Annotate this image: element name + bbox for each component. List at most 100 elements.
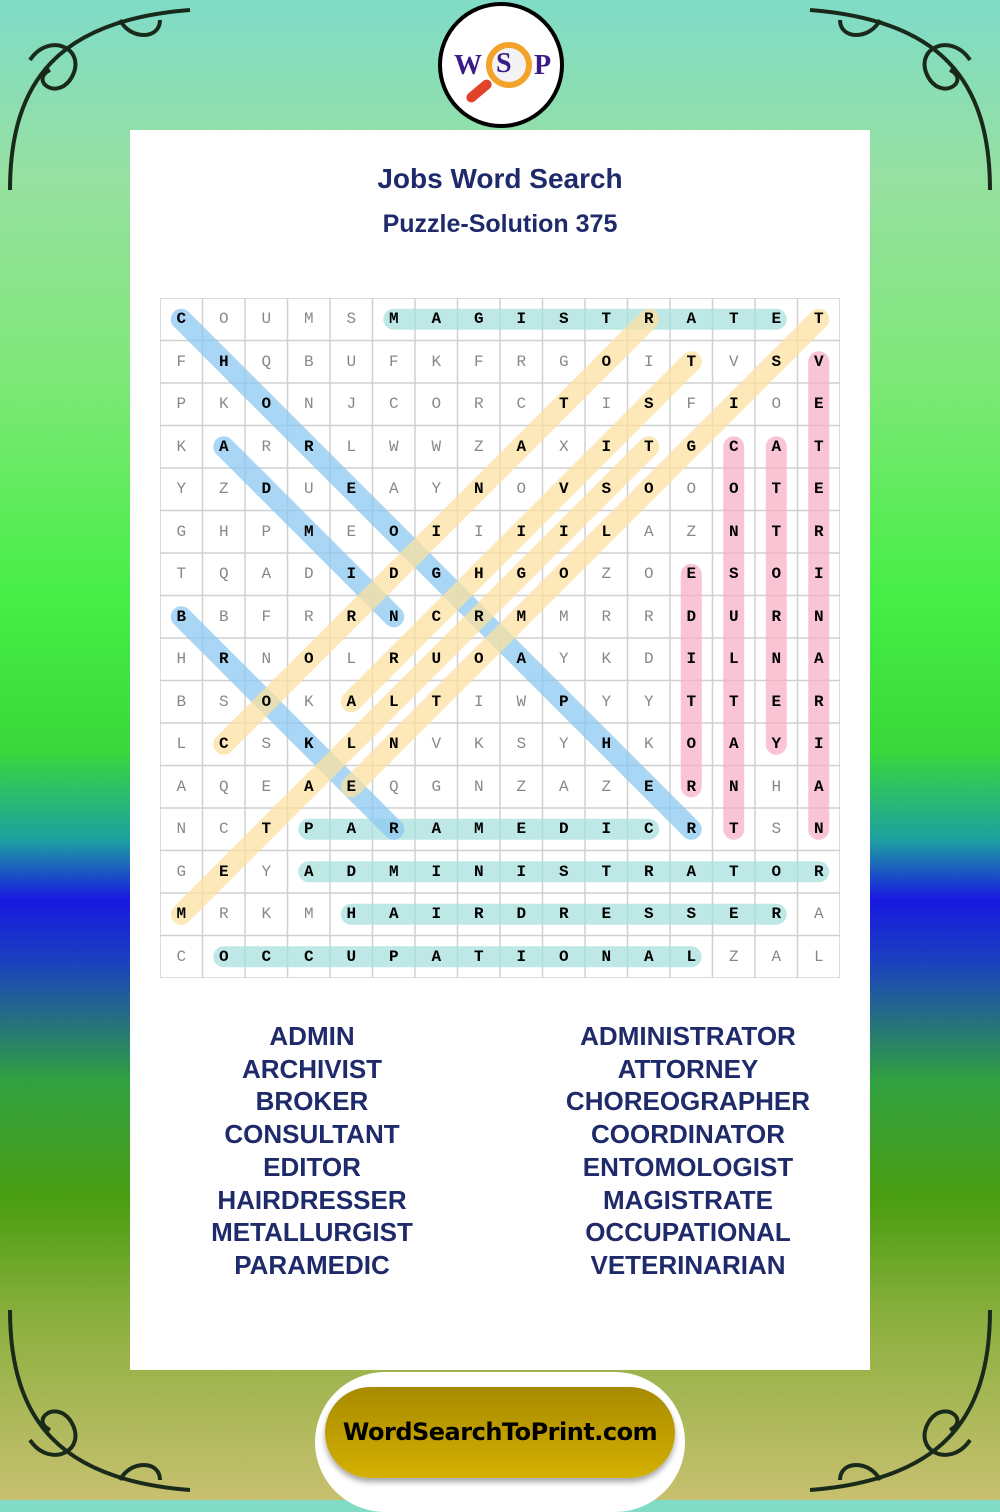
grid-cell[interactable]: R (813, 862, 824, 881)
grid-cell[interactable]: N (813, 820, 824, 838)
grid-cell[interactable]: O (558, 565, 569, 583)
grid-cell[interactable]: H (218, 352, 229, 371)
grid-cell[interactable]: N (303, 395, 314, 413)
grid-cell[interactable]: C (261, 947, 272, 966)
grid-cell[interactable]: E (813, 395, 824, 413)
grid-cell[interactable]: A (388, 905, 399, 923)
grid-cell[interactable]: A (431, 947, 442, 966)
grid-cell[interactable]: E (346, 522, 357, 541)
grid-cell[interactable]: U (346, 352, 357, 371)
grid-cell[interactable]: I (601, 437, 612, 456)
grid-cell[interactable]: I (516, 862, 527, 881)
grid-cell[interactable]: R (261, 437, 272, 456)
grid-cell[interactable]: A (176, 777, 187, 796)
grid-cell[interactable]: H (473, 565, 484, 583)
grid-cell[interactable]: A (388, 480, 399, 498)
grid-cell[interactable]: E (346, 480, 357, 498)
grid-cell[interactable]: P (303, 820, 314, 838)
site-link-button[interactable]: WordSearchToPrint.com (325, 1387, 675, 1478)
grid-cell[interactable]: Q (261, 352, 272, 371)
grid-cell[interactable]: A (771, 437, 782, 456)
grid-cell[interactable]: K (176, 437, 187, 456)
grid-cell[interactable]: R (388, 820, 399, 838)
grid-cell[interactable]: N (388, 735, 399, 753)
grid-cell[interactable]: R (771, 905, 782, 923)
grid-cell[interactable]: R (303, 607, 314, 626)
grid-cell[interactable]: K (261, 905, 272, 923)
grid-cell[interactable]: H (601, 735, 612, 753)
grid-cell[interactable]: G (516, 565, 527, 583)
grid-cell[interactable]: U (728, 607, 739, 626)
grid-cell[interactable]: S (558, 310, 569, 328)
grid-cell[interactable]: N (176, 820, 187, 838)
grid-cell[interactable]: A (431, 310, 442, 328)
grid-cell[interactable]: A (643, 522, 654, 541)
grid-cell[interactable]: C (218, 735, 229, 753)
grid-cell[interactable]: V (813, 352, 824, 371)
grid-cell[interactable]: W (388, 437, 399, 456)
grid-cell[interactable]: B (303, 352, 314, 371)
grid-cell[interactable]: T (813, 437, 824, 456)
grid-cell[interactable]: R (771, 607, 782, 626)
grid-cell[interactable]: C (303, 947, 314, 966)
grid-cell[interactable]: O (558, 947, 569, 966)
grid-cell[interactable]: E (686, 565, 697, 583)
grid-cell[interactable]: A (218, 437, 229, 456)
grid-cell[interactable]: P (558, 692, 569, 711)
grid-cell[interactable]: S (346, 310, 357, 328)
grid-cell[interactable]: I (728, 395, 739, 413)
grid-cell[interactable]: O (473, 650, 484, 668)
grid-cell[interactable]: S (601, 480, 612, 498)
grid-cell[interactable]: W (431, 437, 442, 456)
grid-cell[interactable]: R (643, 862, 654, 881)
grid-cell[interactable]: N (261, 650, 272, 668)
grid-cell[interactable]: G (431, 777, 442, 796)
grid-cell[interactable]: S (516, 735, 527, 753)
grid-cell[interactable]: I (516, 522, 527, 541)
grid-cell[interactable]: P (261, 522, 272, 541)
grid-cell[interactable]: Y (176, 480, 187, 498)
grid-cell[interactable]: V (728, 352, 739, 371)
grid-cell[interactable]: Z (516, 777, 527, 796)
grid-cell[interactable]: L (388, 692, 399, 711)
grid-cell[interactable]: I (601, 820, 612, 838)
grid-cell[interactable]: R (303, 437, 314, 456)
grid-cell[interactable]: S (728, 565, 739, 583)
grid-cell[interactable]: N (728, 522, 739, 541)
grid-cell[interactable]: S (261, 735, 272, 753)
grid-cell[interactable]: D (686, 607, 697, 626)
grid-cell[interactable]: L (176, 735, 187, 753)
grid-cell[interactable]: O (771, 565, 782, 583)
grid-cell[interactable]: M (303, 905, 314, 923)
grid-cell[interactable]: H (346, 905, 357, 923)
grid-cell[interactable]: S (218, 692, 229, 711)
grid-cell[interactable]: K (601, 650, 612, 668)
grid-cell[interactable]: A (558, 777, 569, 796)
grid-cell[interactable]: Z (601, 777, 612, 796)
grid-cell[interactable]: G (473, 310, 484, 328)
grid-cell[interactable]: Y (431, 480, 442, 498)
grid-cell[interactable]: K (431, 352, 442, 371)
grid-cell[interactable]: K (303, 735, 314, 753)
grid-cell[interactable]: I (473, 692, 484, 711)
grid-cell[interactable]: O (303, 650, 314, 668)
grid-cell[interactable]: A (431, 820, 442, 838)
grid-cell[interactable]: T (473, 947, 484, 966)
grid-cell[interactable]: D (516, 905, 527, 923)
grid-cell[interactable]: B (176, 692, 187, 711)
grid-cell[interactable]: A (771, 947, 782, 966)
grid-cell[interactable]: R (516, 352, 527, 371)
grid-cell[interactable]: A (261, 565, 272, 583)
grid-cell[interactable]: O (601, 352, 612, 371)
grid-cell[interactable]: C (218, 820, 229, 838)
grid-cell[interactable]: A (686, 310, 697, 328)
grid-cell[interactable]: R (813, 522, 824, 541)
grid-cell[interactable]: T (686, 692, 697, 711)
grid-cell[interactable]: K (303, 692, 314, 711)
grid-cell[interactable]: M (303, 310, 314, 328)
grid-cell[interactable]: K (643, 735, 654, 753)
grid-cell[interactable]: A (728, 735, 739, 753)
grid-cell[interactable]: T (813, 310, 824, 328)
grid-cell[interactable]: I (473, 522, 484, 541)
grid-cell[interactable]: Q (218, 565, 229, 583)
